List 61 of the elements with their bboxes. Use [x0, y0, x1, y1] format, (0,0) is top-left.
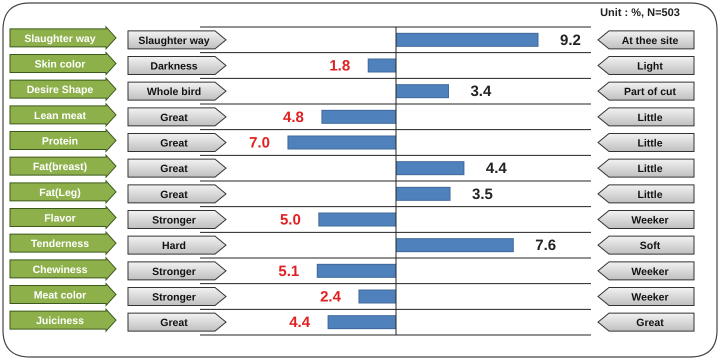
- data-label: 5.1: [278, 262, 300, 280]
- data-label: 7.0: [249, 134, 270, 152]
- bar: [396, 161, 464, 176]
- data-label: 9.2: [560, 32, 581, 49]
- data-label: 1.8: [329, 58, 350, 74]
- y-tick-label: Protein: [42, 136, 78, 148]
- data-label: 4.4: [486, 160, 508, 178]
- bar: [328, 315, 396, 330]
- text: Hard: [162, 240, 186, 252]
- y-tick-label: Flavor: [44, 212, 76, 224]
- y-tick-label: Weeker: [631, 292, 669, 304]
- text: Great: [160, 112, 188, 124]
- y-tick-label: Tenderness: [30, 238, 90, 250]
- y-tick-label: Lean meat: [34, 110, 86, 122]
- text: Unit : %, N=503: [600, 7, 680, 19]
- text: Stronger: [152, 292, 196, 304]
- y-tick-label: Desire Shape: [26, 84, 94, 96]
- text: Darkness: [150, 60, 198, 72]
- y-tick-label: Juiciness: [36, 315, 84, 328]
- data-label: 4.8: [283, 108, 304, 126]
- y-tick-label: Slaughter way: [24, 32, 96, 45]
- y-tick-label: Part of cut: [624, 86, 676, 98]
- y-tick-label: Meat color: [34, 290, 86, 302]
- y-tick-label: Light: [637, 60, 664, 72]
- data-label: 7.6: [535, 237, 556, 254]
- y-tick-label: Little: [637, 112, 663, 124]
- data-label: 4.4: [289, 314, 311, 332]
- y-tick-label: Little: [637, 163, 663, 176]
- y-tick-label: Little: [637, 188, 663, 201]
- bar: [316, 264, 396, 278]
- y-tick-label: Little: [637, 138, 663, 150]
- y-tick-label: At thee site: [622, 34, 678, 47]
- y-tick-label: Great: [636, 317, 664, 330]
- y-tick-label: Weeker: [631, 266, 669, 278]
- y-tick-label: Skin color: [34, 58, 86, 70]
- text: Great: [160, 163, 188, 176]
- y-tick-label: Weeker: [631, 214, 669, 226]
- bar: [318, 212, 396, 226]
- text: Great: [160, 317, 188, 330]
- y-tick-label: Fat(Leg): [39, 186, 81, 199]
- y-tick-label: Soft: [640, 240, 661, 252]
- bar: [287, 136, 396, 150]
- bar: [368, 58, 396, 72]
- bar: [396, 84, 449, 98]
- data-label: 3.4: [470, 83, 492, 100]
- bar: [358, 290, 396, 304]
- data-label: 5.0: [280, 212, 301, 228]
- data-label: 3.5: [472, 186, 493, 203]
- y-tick-label: Chewiness: [32, 264, 88, 276]
- text: Great: [160, 188, 188, 201]
- bar: [396, 238, 514, 252]
- bar: [396, 186, 451, 201]
- y-tick-label: Fat(breast): [32, 161, 88, 174]
- text: Slaughter way: [138, 34, 210, 47]
- text: Stronger: [152, 266, 196, 278]
- text: Stronger: [152, 214, 196, 226]
- bar: [321, 110, 396, 124]
- text: Whole bird: [146, 86, 202, 98]
- text: Great: [160, 138, 188, 150]
- data-label: 2.4: [320, 288, 342, 306]
- bar: [396, 32, 538, 47]
